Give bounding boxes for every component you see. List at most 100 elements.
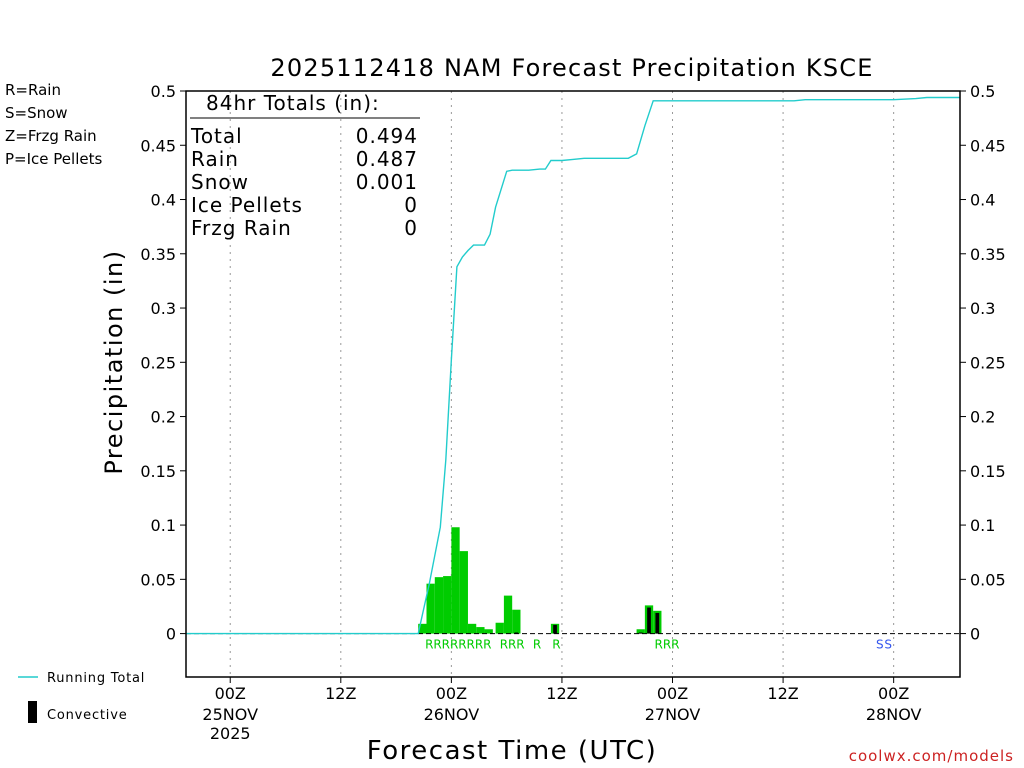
- totals-label-total: Total: [190, 124, 243, 148]
- precip-bar-10: [495, 622, 504, 634]
- y-tick-label-right-7: 0.15: [970, 462, 1006, 481]
- totals-label-frzg-rain: Frzg Rain: [191, 216, 292, 240]
- type-marker-10: R: [516, 638, 524, 652]
- running-total-line: [186, 96, 960, 635]
- y-axis-right: 0.5 0.45 0.4 0.35 0.3 0.25 0.2 0.15 0.1 0.05 0: [960, 82, 1006, 644]
- y-tick-label-left-1: 0.45: [140, 136, 176, 155]
- type-marker-6: R: [475, 638, 483, 652]
- legend-frzg-rain: Z=Frzg Rain: [5, 127, 97, 145]
- precip-bar-9: [484, 629, 493, 634]
- x-tick-label-0: 00Z: [215, 684, 246, 703]
- y-tick-label-left-8: 0.1: [151, 516, 176, 535]
- precip-bar-3: [434, 577, 444, 634]
- precip-bar-8: [476, 627, 485, 634]
- x-tick-date-4: 27NOV: [645, 705, 701, 724]
- y-tick-label-right-10: 0: [970, 625, 980, 644]
- type-marker-1: R: [433, 638, 441, 652]
- vertical-gridlines: [229, 91, 895, 677]
- x-tick-date-2: 26NOV: [424, 705, 480, 724]
- type-marker-0: R: [425, 638, 433, 652]
- y-axis-left: 0.5 0.45 0.4 0.35 0.3 0.25 0.2 0.15 0.1 0.05 0: [140, 82, 186, 644]
- y-tick-label-left-3: 0.35: [140, 245, 176, 264]
- totals-header: 84hr Totals (in):: [206, 91, 380, 115]
- type-marker-7: R: [483, 638, 491, 652]
- y-tick-label-left-2: 0.4: [151, 191, 176, 210]
- precip-bar-11: [503, 595, 513, 634]
- y-tick-label-right-0: 0.5: [970, 82, 995, 101]
- legend-ice-pellets: P=Ice Pellets: [5, 150, 102, 168]
- totals-value-snow: 0.001: [356, 170, 418, 194]
- totals-value-frzg-rain: 0: [404, 216, 418, 240]
- type-marker-9: R: [508, 638, 516, 652]
- legend-rain: R=Rain: [5, 81, 61, 99]
- credit-text: coolwx.com/models: [849, 747, 1014, 765]
- totals-value-total: 0.494: [356, 124, 418, 148]
- convective-bar-12: [514, 632, 519, 634]
- x-tick-date-6: 28NOV: [866, 705, 922, 724]
- type-marker-12: R: [552, 638, 560, 652]
- y-axis-label: Precipitation (in): [100, 249, 128, 474]
- type-marker-3: R: [450, 638, 458, 652]
- precip-bar-12: [512, 609, 521, 634]
- type-marker-8: R: [500, 638, 508, 652]
- precip-bar-4: [443, 576, 452, 634]
- y-tick-label-right-5: 0.25: [970, 353, 1006, 372]
- convective-bar-15: [647, 607, 651, 634]
- y-tick-label-right-6: 0.2: [970, 408, 995, 427]
- y-tick-label-left-5: 0.25: [140, 353, 176, 372]
- y-tick-label-left-7: 0.15: [140, 462, 176, 481]
- y-tick-label-right-9: 0.05: [970, 570, 1006, 589]
- y-tick-label-left-10: 0: [166, 625, 176, 644]
- convective-bar-13: [553, 624, 557, 634]
- type-marker-16: S: [876, 638, 884, 652]
- precip-bar-2: [426, 583, 435, 634]
- plot-frame: [185, 90, 961, 678]
- y-tick-label-right-3: 0.35: [970, 245, 1006, 264]
- type-marker-17: S: [884, 638, 892, 652]
- type-marker-14: R: [663, 638, 671, 652]
- x-tick-date-0: 25NOV: [202, 705, 258, 724]
- type-marker-5: R: [467, 638, 475, 652]
- y-tick-label-right-8: 0.1: [970, 516, 995, 535]
- y-tick-label-right-1: 0.45: [970, 136, 1006, 155]
- precip-bar-14: [636, 629, 645, 634]
- type-marker-4: R: [458, 638, 466, 652]
- y-tick-label-left-4: 0.3: [151, 299, 176, 318]
- totals-label-rain: Rain: [191, 147, 239, 171]
- x-tick-label-6: 00Z: [878, 684, 909, 703]
- convective-bar-14: [638, 632, 643, 634]
- chart-title: 2025112418 NAM Forecast Precipitation KS…: [270, 54, 873, 82]
- y-tick-label-right-4: 0.3: [970, 299, 995, 318]
- totals-value-ice-pellets: 0: [404, 193, 418, 217]
- x-axis-label: Forecast Time (UTC): [367, 736, 658, 766]
- y-tick-label-left-9: 0.05: [140, 570, 176, 589]
- x-tick-year-0: 2025: [210, 724, 251, 743]
- y-tick-label-right-2: 0.4: [970, 191, 995, 210]
- x-tick-label-1: 12Z: [325, 684, 356, 703]
- totals-box: 84hr Totals (in): Total 0.494 Rain 0.487…: [190, 91, 420, 240]
- legend-snow: S=Snow: [5, 104, 68, 122]
- precip-bar-6: [459, 551, 468, 634]
- x-tick-label-2: 00Z: [436, 684, 467, 703]
- convective-swatch: [28, 701, 37, 723]
- x-tick-label-3: 12Z: [546, 684, 577, 703]
- type-marker-2: R: [442, 638, 450, 652]
- type-marker-11: R: [533, 638, 541, 652]
- totals-label-snow: Snow: [191, 170, 249, 194]
- type-marker-13: R: [655, 638, 663, 652]
- running-total-legend-label: Running Total: [47, 671, 145, 686]
- precip-bars: [418, 527, 662, 634]
- precip-bar-1: [418, 623, 427, 634]
- convective-bar-16: [655, 612, 660, 634]
- type-legend: R=Rain S=Snow Z=Frzg Rain P=Ice Pellets: [5, 81, 102, 168]
- convective-legend-label: Convective: [47, 708, 128, 723]
- bottom-legend: Running Total Convective: [18, 671, 145, 723]
- x-tick-label-5: 12Z: [767, 684, 798, 703]
- precip-bar-5: [451, 527, 460, 634]
- type-marker-15: R: [671, 638, 679, 652]
- totals-value-rain: 0.487: [356, 147, 418, 171]
- totals-label-ice-pellets: Ice Pellets: [191, 193, 303, 217]
